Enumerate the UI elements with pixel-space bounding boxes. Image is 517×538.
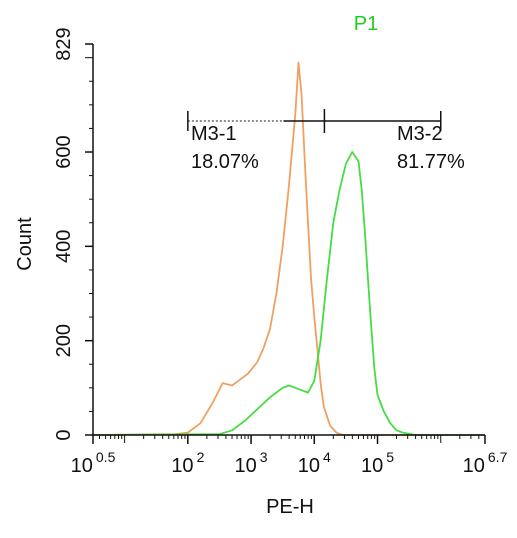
y-axis-label: Count: [14, 217, 36, 271]
x-tick-label: 10 3: [235, 449, 268, 477]
gate-m3-2-name: M3-2: [397, 123, 443, 145]
y-tick-label: 200: [53, 324, 75, 357]
gate-m3-1-name: M3-1: [191, 123, 237, 145]
x-axis-label: PE-H: [266, 496, 314, 518]
axes: [92, 44, 485, 436]
x-tick-label: 10 5: [361, 449, 394, 477]
gate-m3-2-percent: 81.77%: [397, 151, 465, 173]
y-axis-ticks: 0 200 400 600 829: [53, 27, 93, 441]
histogram-series-2: [92, 151, 485, 436]
gate-m3-1-percent: 18.07%: [191, 151, 259, 173]
x-tick-label: 10 4: [298, 449, 331, 477]
gate-markers: [187, 109, 442, 133]
x-tick-label: 10 2: [171, 449, 204, 477]
y-tick-label: 600: [53, 135, 75, 168]
x-tick-label: 10 0.5: [71, 449, 116, 477]
y-tick-label: 0: [53, 429, 75, 440]
y-tick-label: 829: [53, 27, 75, 60]
chart-title: P1: [354, 13, 378, 35]
histogram-series-1: [92, 61, 485, 436]
x-axis-ticks: 10 0.5 10 2 10 3 10 4 10 5 10 6.7: [71, 435, 508, 477]
y-tick-label: 400: [53, 230, 75, 263]
x-tick-label: 10 6.7: [463, 449, 508, 477]
histogram-lines: [92, 61, 485, 436]
